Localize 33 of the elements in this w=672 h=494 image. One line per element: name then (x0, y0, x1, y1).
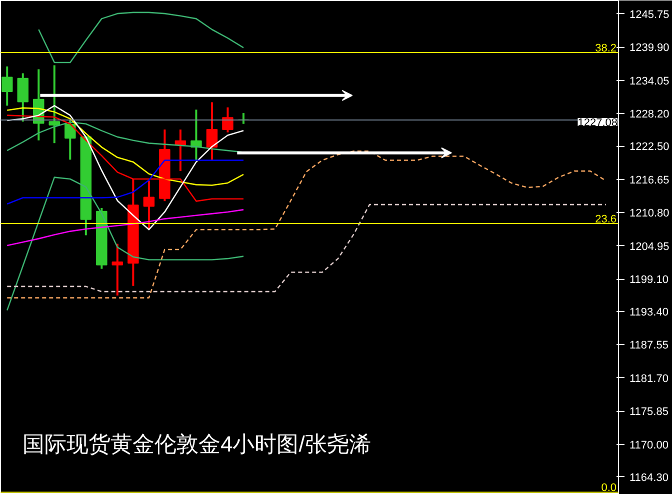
y-tick-label: 1210.80 (630, 208, 670, 220)
line-series (6, 107, 244, 186)
y-tick-label: 1204.95 (630, 240, 670, 253)
line-series (6, 105, 244, 230)
annotation: 0.0 (601, 482, 617, 494)
y-tick-label: 1222.50 (630, 141, 670, 154)
line-series (6, 160, 244, 205)
text: 国际现货黄金伦敦金4小时图/张尧浠 (22, 432, 371, 456)
line-series (6, 176, 244, 311)
candlestick (206, 101, 218, 161)
y-tick-label: 1170.00 (630, 439, 668, 452)
y-tick-label: 1164.30 (630, 472, 668, 484)
y-tick-label: 1216.65 (630, 174, 670, 186)
y-tick-label: 1239.90 (630, 42, 670, 54)
candlestick (1, 65, 13, 107)
candlestick (17, 72, 28, 123)
y-tick-label: 1181.70 (630, 372, 668, 385)
y-tick-label: 1187.55 (630, 340, 668, 352)
y-tick-label: 1228.20 (630, 108, 670, 121)
candlestick (64, 119, 76, 161)
line-series (6, 209, 244, 246)
y-tick-label: 1199.10 (630, 274, 668, 286)
ref-line-label: 1227.08 (578, 116, 618, 129)
y-tick-label: 1234.05 (630, 75, 670, 88)
candlestick (48, 64, 60, 144)
annotation: 38.2 (595, 42, 617, 55)
annotation: 23.6 (595, 213, 617, 226)
y-tick-label: 1245.75 (630, 8, 670, 21)
y-tick-label: 1175.85 (630, 406, 668, 418)
candlestick (112, 242, 124, 297)
line-series (38, 12, 244, 64)
y-tick-label: 1193.40 (630, 306, 668, 318)
candlestick (222, 106, 234, 134)
